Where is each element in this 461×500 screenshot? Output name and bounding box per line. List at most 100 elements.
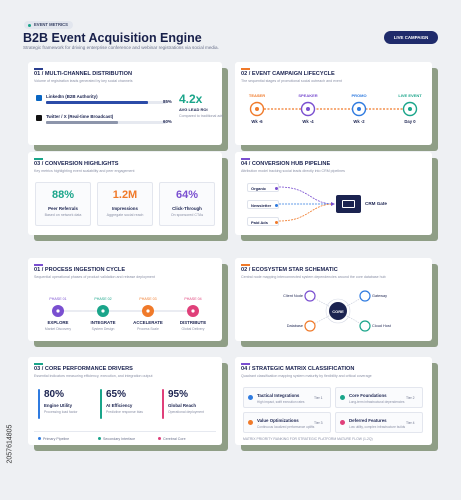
quadrant-name: Core Foundations [349, 393, 387, 398]
accent-bar [34, 68, 43, 70]
card-subtitle: Key metrics highlighting event scalabili… [34, 169, 135, 173]
page-subtitle: Strategic framework for driving enterpri… [23, 45, 219, 50]
diagram [278, 186, 335, 222]
tag-pill: EVENT METRICS [24, 21, 73, 29]
phase-note: Process Scale [137, 327, 159, 331]
accent-bar [34, 264, 43, 266]
source-name: Paid Ads [251, 219, 268, 225]
source-name: Newsletter [251, 202, 272, 208]
live-campaign-button[interactable]: LIVE CAMPAIGN [384, 31, 438, 44]
quadrant-note: Long-term infrastructural dependencies [349, 400, 405, 404]
quadrant-tier: Tier 2 [406, 396, 415, 400]
card: 03 / CORE PERFORMANCE DRIVERS Essential i… [28, 357, 222, 445]
card: 03 / CONVERSION HIGHLIGHTS Key metrics hi… [28, 152, 222, 235]
channel-percent: 85% [163, 99, 172, 104]
quadrant-tier: Tier 1 [314, 396, 323, 400]
card-subtitle: Central node mapping interconnected syst… [241, 275, 386, 279]
source-dot [275, 220, 278, 224]
eco-node [359, 320, 371, 332]
matrix-footer: MATRIX PRIORITY RANKING FOR STRATEGIC PL… [243, 437, 373, 441]
stock-id: 2057614805 [6, 424, 14, 464]
driver-note: Processing load factor [44, 410, 78, 414]
phase-note: Market Discovery [44, 327, 72, 331]
metric-box: 1.2M Impressions Aggregate social reach [97, 182, 153, 226]
crm-label: CRM Gate [365, 201, 387, 206]
phase-inner [191, 309, 195, 313]
quadrant: Value Optimizations Continuous localized … [243, 412, 331, 433]
quadrant-name: Deferred Features [349, 418, 387, 423]
card: 02 / EVENT CAMPAIGN LIFECYCLE The sequent… [235, 62, 432, 145]
accent-bar [241, 264, 250, 266]
driver-bar [162, 389, 164, 419]
quadrant-icon [248, 420, 253, 425]
flow-arrow [278, 186, 335, 205]
card-subtitle: Essential indicators measuring efficienc… [34, 374, 153, 378]
source-dot [275, 203, 278, 207]
stage-dot [306, 107, 310, 111]
metric-value: 88% [51, 189, 75, 201]
driver-value: 65% [106, 389, 127, 400]
card-title: 03 / CORE PERFORMANCE DRIVERS [34, 366, 133, 372]
legend-label: Primary Pipeline [43, 436, 70, 441]
phase-number: PHASE 02 [94, 297, 112, 301]
card: 01 / MULTI-CHANNEL DISTRIBUTION Volume of… [28, 62, 224, 145]
legend-dot [38, 437, 41, 440]
quadrant-note: High impact, swift execution rates [257, 400, 305, 404]
source-pill: Paid Ads [247, 216, 279, 226]
metric-label: Peer Referrals [48, 206, 78, 211]
card-subtitle: Quadrant classification mapping system m… [241, 374, 372, 378]
metric-value: 64% [175, 189, 199, 201]
phase-note: System Design [91, 327, 115, 331]
accent-bar [241, 363, 250, 365]
stat-note: Compared to traditional ads [179, 114, 224, 118]
driver-bar [100, 389, 102, 419]
crm-box [336, 195, 361, 213]
metric-note: On sponsored CTAs [170, 213, 204, 217]
core-label: CORE [332, 309, 344, 314]
eco-node [359, 290, 371, 302]
phase-number: PHASE 03 [139, 297, 157, 301]
phase-number: PHASE 01 [49, 297, 67, 301]
driver-note: Predictive response bias [106, 410, 143, 414]
card-subtitle: Volume of registration leads generated b… [34, 79, 133, 83]
driver-label: AI Efficiency [106, 403, 133, 408]
node-label: Client Node [283, 294, 303, 298]
driver-value: 80% [44, 389, 65, 400]
metric-value: 1.2M [112, 189, 138, 201]
source-pill: Organic [247, 182, 279, 192]
core-ring [325, 298, 351, 324]
phase-number: PHASE 04 [184, 297, 202, 301]
eco-node [304, 290, 316, 302]
card: 02 / ECOSYSTEM STAR SCHEMATIC Central nod… [235, 258, 432, 341]
diagram [249, 101, 418, 117]
crm-screen [342, 200, 355, 208]
channel-bar [46, 121, 118, 124]
driver-value: 95% [168, 389, 189, 400]
channel-bar [46, 101, 148, 104]
eco-node [304, 320, 316, 332]
diagram [52, 305, 199, 317]
stage-dot [255, 107, 259, 111]
driver-label: Engine Utility [44, 403, 73, 408]
stat-label: AVG LEAD ROI [179, 107, 208, 112]
metric-box: 64% Click-Through On sponsored CTAs [159, 182, 215, 226]
stage-dot [357, 107, 361, 111]
card-title: 02 / ECOSYSTEM STAR SCHEMATIC [241, 267, 338, 273]
quadrant-name: Tactical Integrations [257, 393, 300, 398]
node-label: Database [286, 324, 303, 328]
card-title: 01 / PROCESS INGESTION CYCLE [34, 267, 126, 273]
card-subtitle: Attribution model tracking social leads … [241, 169, 345, 173]
phase-inner [101, 309, 105, 313]
stage-time: Wk -2 [353, 119, 365, 124]
phase-note: Global Delivery [181, 327, 205, 331]
phase-name: DISTRIBUTE [179, 320, 207, 325]
quadrant-tier: Tier 4 [406, 421, 415, 425]
core-node [329, 302, 347, 320]
quadrant-icon [248, 395, 253, 400]
flow-arrow [278, 203, 335, 222]
stage-time: Day 0 [404, 119, 416, 124]
channel-percent: 60% [163, 119, 172, 124]
legend-dot [158, 437, 161, 440]
legend-label: Cerebral Core [163, 436, 186, 441]
